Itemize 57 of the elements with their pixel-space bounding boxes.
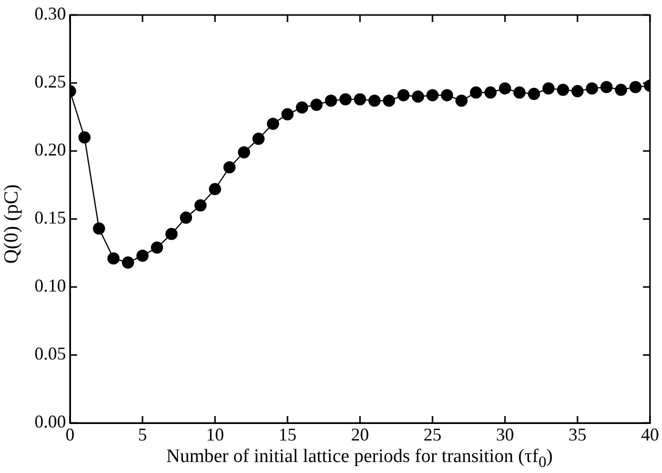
y-tick-label: 0.30	[34, 4, 66, 24]
point	[194, 199, 207, 212]
point	[107, 252, 120, 265]
point	[470, 86, 482, 99]
point	[165, 228, 178, 240]
point	[150, 241, 164, 254]
point	[339, 93, 352, 106]
point	[78, 131, 91, 144]
x-tick-label: 0	[66, 424, 74, 445]
x-tick-label: 25	[424, 424, 442, 445]
x-tick-label: 35	[568, 424, 586, 445]
point	[556, 84, 570, 96]
point	[252, 132, 265, 145]
point	[586, 82, 598, 95]
point	[208, 182, 222, 196]
point	[440, 89, 454, 102]
point	[484, 86, 497, 99]
point	[397, 89, 410, 102]
point	[296, 101, 308, 114]
point	[382, 94, 396, 107]
point	[498, 82, 512, 95]
y-tick-label: 0.10	[34, 276, 66, 296]
point	[600, 80, 613, 94]
point	[368, 94, 381, 107]
point	[542, 82, 555, 95]
point	[180, 212, 192, 224]
x-axis-title: Number of initial lattice periods for transition (τf$_{0}$)	[165, 446, 554, 473]
y-tick-label: 0.20	[34, 140, 66, 160]
point	[426, 89, 439, 102]
point	[92, 222, 106, 235]
point	[412, 90, 424, 103]
point	[136, 250, 149, 262]
x-tick-label: 20	[351, 424, 369, 445]
x-tick-label: 5	[138, 424, 147, 445]
point	[281, 108, 294, 120]
point	[354, 93, 366, 106]
point	[614, 84, 628, 96]
x-tick-label: 40	[641, 424, 659, 445]
y-tick-label: 0.15	[34, 208, 66, 228]
point	[266, 118, 280, 130]
point	[122, 256, 134, 269]
x-tick-label: 15	[278, 424, 296, 445]
point	[513, 86, 526, 99]
point	[571, 85, 584, 98]
y-tick-label: 0.00	[34, 412, 66, 432]
point	[310, 98, 323, 111]
y-axis-title: Q(0) (pC)	[0, 184, 24, 264]
x-tick-label: 30	[496, 424, 514, 445]
y-tick-label: 0.25	[34, 72, 66, 92]
point	[455, 94, 468, 107]
point	[324, 94, 338, 107]
point	[629, 80, 642, 94]
x-tick-label: 10	[206, 424, 224, 445]
point	[528, 88, 540, 100]
point	[223, 161, 236, 174]
y-tick-label: 0.05	[34, 344, 66, 364]
point	[238, 146, 250, 158]
